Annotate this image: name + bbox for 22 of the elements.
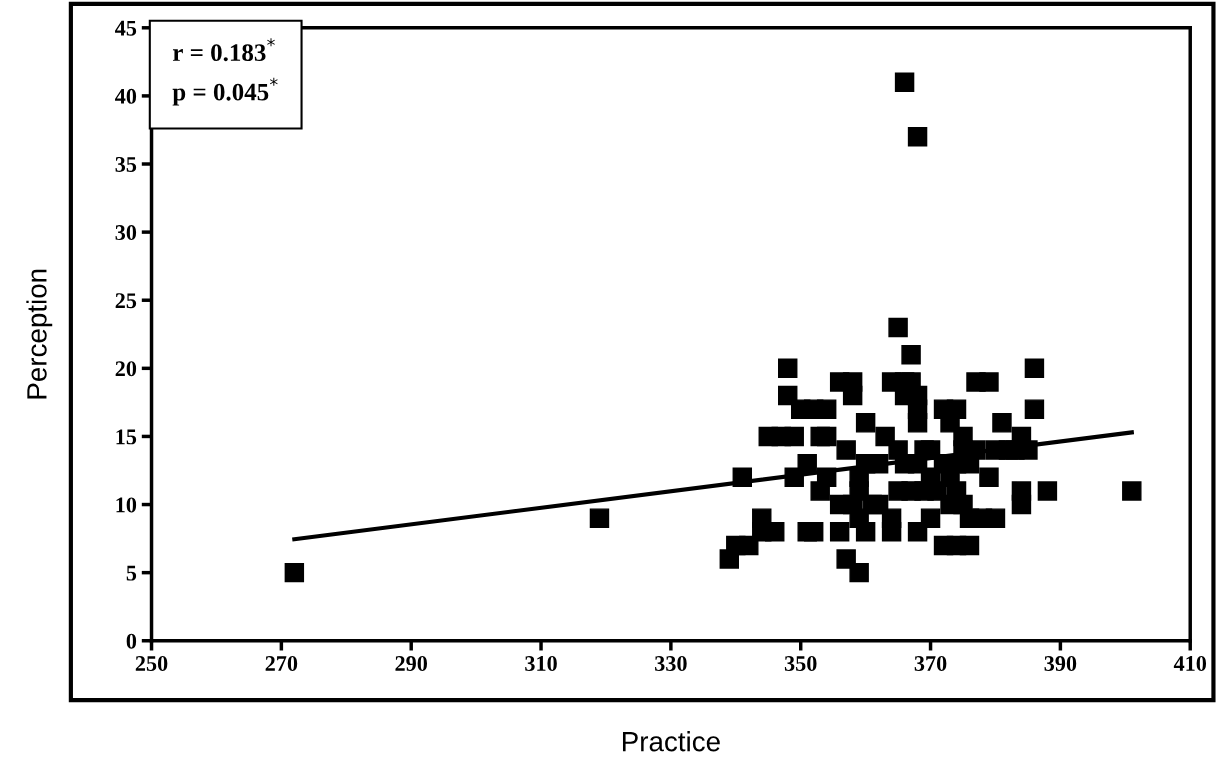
- y-axis-title: Perception: [26, 269, 53, 399]
- y-tick-label: 40: [115, 88, 137, 104]
- y-tick-label: 20: [115, 361, 137, 377]
- y-tick-label: 30: [115, 225, 137, 241]
- x-tick-label: 330: [655, 655, 687, 671]
- x-tick-label: 310: [525, 655, 557, 671]
- x-tick-label: 250: [135, 655, 168, 671]
- y-tick-label: 45: [115, 20, 137, 36]
- x-tick-label: 270: [265, 655, 298, 671]
- y-tick-label: 5: [126, 565, 137, 581]
- x-tick-label: 390: [1044, 655, 1077, 671]
- y-tick-label: 35: [115, 157, 137, 172]
- x-tick-label: 370: [914, 655, 947, 671]
- x-tick-label: 410: [1173, 655, 1207, 671]
- x-tick-label: 350: [784, 655, 817, 671]
- text: r = 0.183$^{*}$ p = 0.045$^{*}$: [172, 38, 278, 106]
- y-tick-label: 0: [126, 633, 137, 649]
- x-axis-title: Practice: [622, 731, 720, 752]
- y-tick-label: 15: [116, 429, 137, 445]
- x-tick-label: 290: [395, 655, 428, 671]
- y-tick-label: 10: [116, 497, 137, 513]
- y-tick-label: 25: [115, 293, 137, 309]
